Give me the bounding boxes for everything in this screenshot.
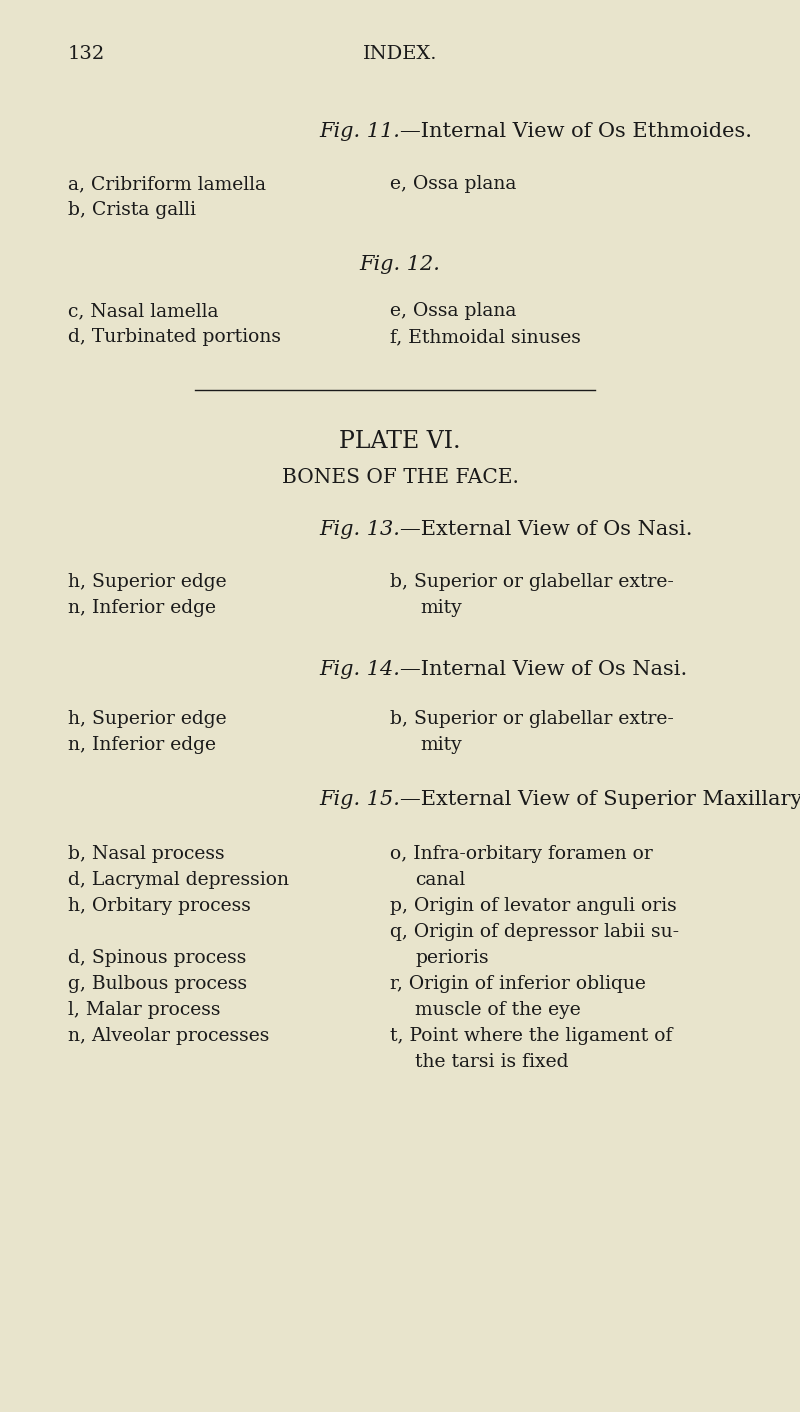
Text: —External View of Os Nasi.: —External View of Os Nasi. [400,520,693,539]
Text: —External View of Superior Maxillary Bone.: —External View of Superior Maxillary Bon… [400,789,800,809]
Text: c, Nasal lamella: c, Nasal lamella [68,302,218,321]
Text: n, Inferior edge: n, Inferior edge [68,599,216,617]
Text: 132: 132 [68,45,106,64]
Text: b, Superior or glabellar extre-: b, Superior or glabellar extre- [390,710,674,729]
Text: Fig. 15.: Fig. 15. [319,789,400,809]
Text: INDEX.: INDEX. [362,45,438,64]
Text: n, Inferior edge: n, Inferior edge [68,736,216,754]
Text: e, Ossa plana: e, Ossa plana [390,175,516,193]
Text: b, Crista galli: b, Crista galli [68,201,196,219]
Text: p, Origin of levator anguli oris: p, Origin of levator anguli oris [390,897,677,915]
Text: h, Superior edge: h, Superior edge [68,710,226,729]
Text: Fig. 14.: Fig. 14. [319,659,400,679]
Text: perioris: perioris [415,949,489,967]
Text: d, Spinous process: d, Spinous process [68,949,246,967]
Text: canal: canal [415,871,466,890]
Text: d, Turbinated portions: d, Turbinated portions [68,328,281,346]
Text: d, Lacrymal depression: d, Lacrymal depression [68,871,289,890]
Text: b, Superior or glabellar extre-: b, Superior or glabellar extre- [390,573,674,592]
Text: Fig. 12.: Fig. 12. [359,256,441,274]
Text: mity: mity [420,599,462,617]
Text: l, Malar process: l, Malar process [68,1001,221,1019]
Text: b, Nasal process: b, Nasal process [68,844,225,863]
Text: a, Cribriform lamella: a, Cribriform lamella [68,175,266,193]
Text: PLATE VI.: PLATE VI. [339,431,461,453]
Text: f, Ethmoidal sinuses: f, Ethmoidal sinuses [390,328,581,346]
Text: n, Alveolar processes: n, Alveolar processes [68,1027,270,1045]
Text: g, Bulbous process: g, Bulbous process [68,976,247,993]
Text: e, Ossa plana: e, Ossa plana [390,302,516,321]
Text: o, Infra-orbitary foramen or: o, Infra-orbitary foramen or [390,844,653,863]
Text: the tarsi is fixed: the tarsi is fixed [415,1053,569,1070]
Text: Fig. 13.: Fig. 13. [319,520,400,539]
Text: —Internal View of Os Ethmoides.: —Internal View of Os Ethmoides. [400,121,752,141]
Text: Fig. 11.: Fig. 11. [319,121,400,141]
Text: —Internal View of Os Nasi.: —Internal View of Os Nasi. [400,659,687,679]
Text: h, Superior edge: h, Superior edge [68,573,226,592]
Text: t, Point where the ligament of: t, Point where the ligament of [390,1027,672,1045]
Text: mity: mity [420,736,462,754]
Text: muscle of the eye: muscle of the eye [415,1001,581,1019]
Text: r, Origin of inferior oblique: r, Origin of inferior oblique [390,976,646,993]
Text: BONES OF THE FACE.: BONES OF THE FACE. [282,467,518,487]
Text: h, Orbitary process: h, Orbitary process [68,897,251,915]
Text: q, Origin of depressor labii su-: q, Origin of depressor labii su- [390,923,679,940]
